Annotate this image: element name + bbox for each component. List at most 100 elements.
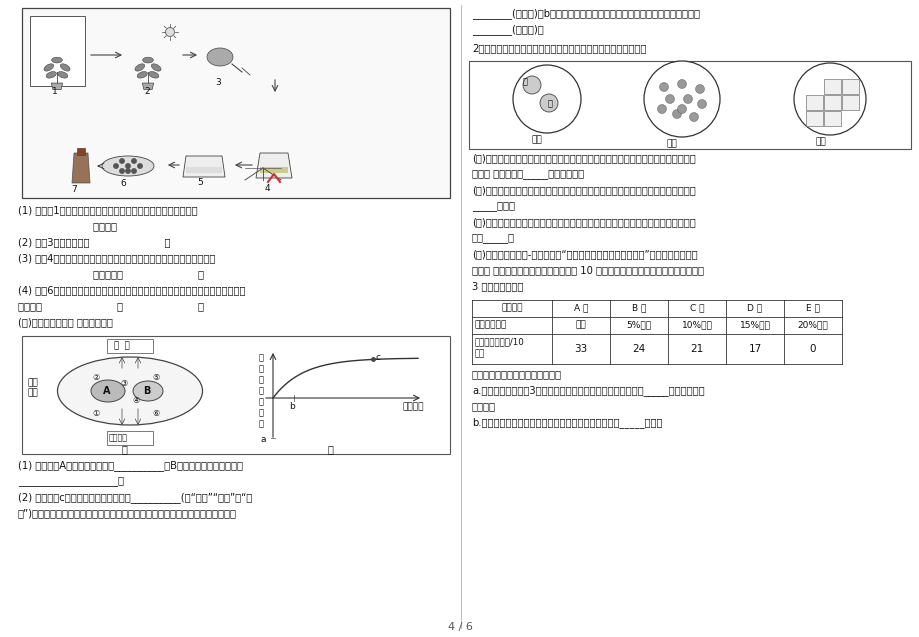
Text: (2) 图乙中，c点时该植物光合作用强度__________(填“大于”“等于”或“小: (2) 图乙中，c点时该植物光合作用强度__________(填“大于”“等于”… — [18, 492, 252, 503]
Bar — [823, 111, 840, 126]
Polygon shape — [255, 153, 291, 178]
Text: 细胞: 细胞 — [28, 388, 39, 397]
Text: 胞是_____。: 胞是_____。 — [471, 233, 515, 243]
Text: (２)通过图二的观察我们知道洋葱鸞片叶内表皮细胞比人的口腔上皮细胞多了液泡和: (２)通过图二的观察我们知道洋葱鸞片叶内表皮细胞比人的口腔上皮细胞多了液泡和 — [471, 185, 695, 195]
Bar — [107, 431, 153, 445]
Text: 实验组别: 实验组别 — [501, 303, 522, 312]
Circle shape — [126, 169, 130, 173]
Text: 请根据上表的内容回答下列问题：: 请根据上表的内容回答下列问题： — [471, 369, 562, 379]
Ellipse shape — [152, 64, 161, 71]
Text: 17: 17 — [747, 344, 761, 354]
Text: (４)某生物兴趣小组-同学在探究“酒精对水蚤心率是否有影响？”时，他们利用显微: (４)某生物兴趣小组-同学在探究“酒精对水蚤心率是否有影响？”时，他们利用显微 — [471, 249, 697, 259]
Text: ________(填数字)；b点时，叶肉细胞中不存在的气体的来源或去路是图甲中的: ________(填数字)；b点时，叶肉细胞中不存在的气体的来源或去路是图甲中的 — [471, 8, 699, 19]
Text: ⑥: ⑥ — [152, 409, 159, 418]
Text: 2、下列是利用显微镜进行观察的部分实验，请依题意回答问题。: 2、下列是利用显微镜进行观察的部分实验，请依题意回答问题。 — [471, 43, 646, 53]
Circle shape — [119, 159, 124, 163]
Text: (３)图三是用显微镜观察人血永久涂片时看到的各种血细胞，视野内体积最大的血细: (３)图三是用显微镜观察人血永久涂片时看到的各种血细胞，视野内体积最大的血细 — [471, 217, 695, 227]
Bar — [841, 95, 858, 110]
Text: 5: 5 — [197, 178, 202, 187]
Text: 清水: 清水 — [575, 320, 585, 329]
Ellipse shape — [133, 381, 163, 401]
Ellipse shape — [91, 380, 125, 402]
Bar — [77, 148, 85, 155]
Circle shape — [793, 63, 865, 135]
Text: 图一: 图一 — [531, 135, 542, 144]
Text: _____结构。: _____结构。 — [471, 201, 515, 211]
Bar — [823, 95, 840, 110]
Text: 化: 化 — [259, 375, 264, 384]
Ellipse shape — [61, 64, 70, 71]
Text: 21: 21 — [689, 344, 703, 354]
Text: 3 次，取平均値。: 3 次，取平均値。 — [471, 281, 523, 291]
Ellipse shape — [57, 357, 202, 425]
Circle shape — [131, 159, 136, 163]
Bar — [805, 111, 823, 126]
Text: B 组: B 组 — [631, 303, 645, 312]
Text: 收: 收 — [259, 408, 264, 417]
Text: 20%酒精: 20%酒精 — [797, 320, 827, 329]
Text: D 组: D 组 — [746, 303, 762, 312]
Text: 4: 4 — [265, 184, 270, 193]
Bar — [469, 61, 910, 149]
Circle shape — [672, 110, 681, 118]
Bar — [841, 79, 858, 94]
Circle shape — [643, 61, 720, 137]
Text: (1) 图甲中，A代表的细胞结构是__________，B进行的生理过程的实质是: (1) 图甲中，A代表的细胞结构是__________，B进行的生理过程的实质是 — [18, 460, 243, 471]
Circle shape — [695, 85, 704, 94]
Ellipse shape — [44, 64, 53, 71]
Text: (１)在观察人体口腔上皮细胞时，出现了图一中甲的情况，要将视野中细胞的位置由: (１)在观察人体口腔上皮细胞时，出现了图一中甲的情况，要将视野中细胞的位置由 — [471, 153, 695, 163]
Text: 于”)呼吸作用的强度，此时，其叶肉细胞中不存在的气体的来源或去路是图甲中的: 于”)呼吸作用的强度，此时，其叶肉细胞中不存在的气体的来源或去路是图甲中的 — [18, 508, 237, 518]
Circle shape — [114, 164, 118, 168]
Bar — [823, 79, 840, 94]
Text: 2: 2 — [144, 87, 150, 96]
Text: (3) 步骤4中，将叶片放到酒精中水浴加热，有两个目的，一是为了避免: (3) 步骤4中，将叶片放到酒精中水浴加热，有两个目的，一是为了避免 — [18, 253, 215, 263]
Text: 吸: 吸 — [259, 397, 264, 406]
Text: 0: 0 — [809, 344, 815, 354]
Circle shape — [683, 94, 692, 103]
Text: 1: 1 — [52, 87, 58, 96]
Text: 碳: 碳 — [259, 386, 264, 395]
Ellipse shape — [207, 48, 233, 66]
Text: 量: 量 — [259, 419, 264, 428]
Circle shape — [697, 99, 706, 108]
Text: 氧  气: 氧 气 — [114, 341, 130, 350]
Text: 镜观察 了不同体积分数的酒精中水蚤在 10 秒内心脏跳动的次数，每组实验都重复做: 镜观察 了不同体积分数的酒精中水蚤在 10 秒内心脏跳动的次数，每组实验都重复做 — [471, 265, 703, 275]
Circle shape — [676, 80, 686, 89]
Text: 10%酒精: 10%酒精 — [681, 320, 711, 329]
Circle shape — [676, 104, 686, 113]
Circle shape — [539, 94, 558, 112]
Polygon shape — [51, 83, 62, 90]
Text: 33: 33 — [573, 344, 587, 354]
Text: 乙: 乙 — [548, 99, 552, 108]
Text: 甲调整 成乙，应向_____方移动装片。: 甲调整 成乙，应向_____方移动装片。 — [471, 169, 584, 179]
Ellipse shape — [135, 64, 144, 71]
Text: ①: ① — [92, 409, 99, 418]
Text: 甲: 甲 — [122, 444, 128, 454]
Text: 甲: 甲 — [522, 77, 528, 86]
Circle shape — [522, 76, 540, 94]
Circle shape — [131, 169, 136, 173]
Ellipse shape — [102, 156, 153, 176]
Circle shape — [513, 65, 581, 133]
Text: 4 / 6: 4 / 6 — [447, 622, 472, 632]
Bar — [30, 16, 85, 86]
Text: (4) 步骤6中，叶片见光部分遇碼液变成蓝色，叶片遥光部分变成棕褐色，证明了两: (4) 步骤6中，叶片见光部分遇碼液变成蓝色，叶片遥光部分变成棕褐色，证明了两 — [18, 285, 245, 295]
Text: 3: 3 — [215, 78, 221, 87]
Text: 心率平均値（次/10: 心率平均値（次/10 — [474, 337, 524, 346]
Bar — [805, 95, 823, 110]
Text: 15%酒精: 15%酒精 — [739, 320, 769, 329]
Text: ②: ② — [92, 373, 99, 382]
Text: b.分析表中数据，你得出的结论是：酒精对水蚤的心率_____影响。: b.分析表中数据，你得出的结论是：酒精对水蚤的心率_____影响。 — [471, 417, 662, 428]
Ellipse shape — [58, 71, 68, 78]
Circle shape — [657, 104, 665, 113]
Circle shape — [126, 164, 130, 168]
Circle shape — [165, 27, 175, 36]
Text: E 组: E 组 — [805, 303, 819, 312]
Polygon shape — [183, 156, 225, 177]
Ellipse shape — [142, 57, 153, 63]
Ellipse shape — [149, 71, 159, 78]
Text: 5%酒精: 5%酒精 — [626, 320, 651, 329]
Text: 秒）: 秒） — [474, 349, 484, 358]
Polygon shape — [186, 167, 221, 173]
Text: 7: 7 — [71, 185, 76, 194]
